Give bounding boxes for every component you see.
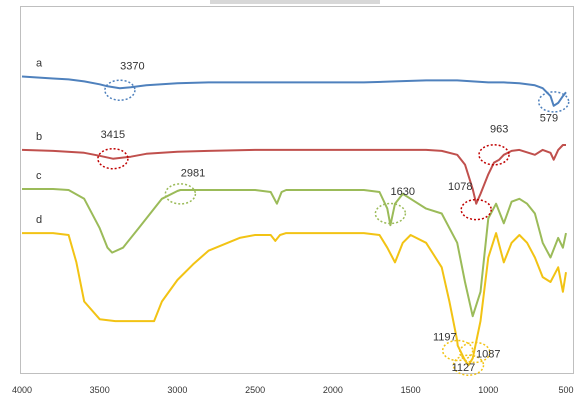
annotation-ellipse-963	[478, 144, 510, 166]
cropped-header-text	[210, 0, 380, 4]
series-label-d: d	[36, 214, 42, 226]
series-label-b: b	[36, 131, 42, 143]
annotation-label-1127: 1127	[452, 362, 476, 374]
x-tick-label-1000: 1000	[478, 385, 498, 395]
series-line-a	[21, 75, 567, 107]
annotation-label-963: 963	[490, 123, 508, 135]
annotation-ellipse-3415	[97, 147, 129, 170]
annotation-ellipse-579	[537, 91, 570, 113]
annotation-ellipse-3370	[104, 79, 136, 101]
annotation-ellipse-2981	[164, 183, 197, 205]
annotation-label-2981: 2981	[181, 167, 205, 179]
annotation-ellipse-1127	[452, 354, 485, 376]
x-tick-label-2000: 2000	[323, 385, 343, 395]
annotation-ellipse-1087	[459, 341, 491, 364]
x-tick-label-1500: 1500	[401, 385, 421, 395]
annotation-ellipse-1078	[460, 198, 492, 221]
x-tick-label-500: 500	[558, 385, 573, 395]
x-tick-label-2500: 2500	[245, 385, 265, 395]
annotation-ellipse-1197	[441, 339, 474, 362]
annotation-label-3415: 3415	[101, 129, 125, 141]
series-line-d	[22, 232, 567, 367]
series-line-c	[22, 188, 567, 318]
series-label-a: a	[36, 57, 43, 69]
annotation-label-579: 579	[540, 113, 558, 125]
x-tick-label-4000: 4000	[12, 385, 32, 395]
series-line-b	[21, 144, 566, 205]
annotation-label-3370: 3370	[120, 61, 144, 73]
annotation-ellipse-1630	[374, 202, 407, 225]
annotation-label-1630: 1630	[391, 186, 415, 198]
annotation-label-1078: 1078	[448, 181, 472, 193]
annotation-label-1197: 1197	[433, 332, 457, 344]
series-label-c: c	[36, 170, 42, 182]
annotation-label-1087: 1087	[476, 348, 500, 360]
x-tick-label-3000: 3000	[167, 385, 187, 395]
x-tick-label-3500: 3500	[90, 385, 110, 395]
